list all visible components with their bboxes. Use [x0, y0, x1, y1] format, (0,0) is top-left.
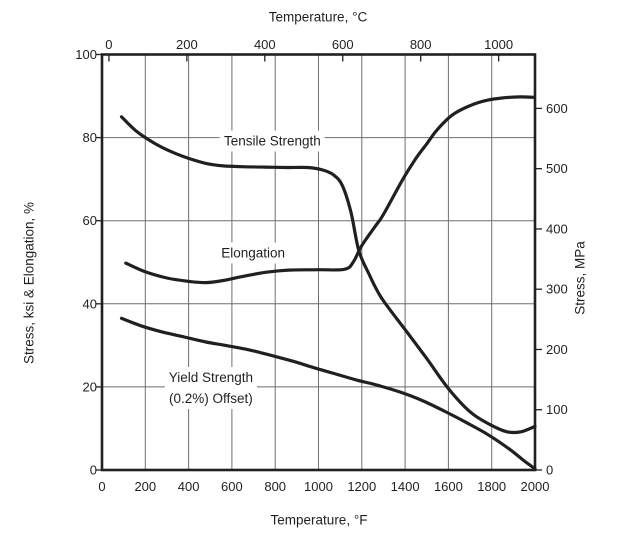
bottom-axis-tick-label: 1400 [391, 479, 420, 494]
bottom-axis-tick-label: 0 [98, 479, 105, 494]
right-axis-tick-label: 300 [546, 282, 568, 297]
left-axis-tick-label: 80 [83, 130, 97, 145]
top-axis-tick-label: 200 [176, 37, 198, 52]
right-axis-tick-label: 600 [546, 101, 568, 116]
bottom-axis-tick-label: 400 [178, 479, 200, 494]
left-axis-tick-label: 40 [83, 296, 97, 311]
left-axis-tick-label: 100 [75, 47, 97, 62]
right-axis-tick-label: 100 [546, 402, 568, 417]
tensile-strength-curve [119, 115, 537, 435]
left-axis-tick-label: 20 [83, 379, 97, 394]
top-axis-title: Temperature, °C [268, 9, 368, 25]
right-axis-title: Stress, MPa [572, 241, 588, 315]
bottom-axis-tick-label: 1000 [304, 479, 333, 494]
bottom-axis-tick-label: 600 [221, 479, 243, 494]
left-axis-tick-label: 0 [90, 463, 97, 478]
bottom-axis-tick-label: 1600 [434, 479, 463, 494]
top-axis-tick-label: 400 [254, 37, 276, 52]
left-axis-title: Stress, ksi & Elongation, % [21, 201, 37, 365]
bottom-axis-title: Temperature, °F [270, 512, 368, 528]
yield-strength-0-2-offset-curve [119, 316, 537, 471]
bottom-axis-tick-label: 1800 [477, 479, 506, 494]
top-axis-tick-label: 600 [332, 37, 354, 52]
right-axis-tick-label: 400 [546, 221, 568, 236]
top-axis-tick-label: 0 [105, 37, 112, 52]
elongation-curve [124, 95, 536, 285]
right-axis-tick-label: 0 [546, 463, 553, 478]
top-axis-tick-label: 1000 [484, 37, 513, 52]
yield-strength-label-line1: Yield Strength [168, 369, 254, 385]
yield-strength-label-line2: (0.2%) Offset) [169, 390, 253, 406]
plot-border [100, 53, 537, 472]
left-axis-tick-label: 60 [83, 213, 97, 228]
bottom-axis-tick-label: 1200 [347, 479, 376, 494]
right-axis-tick-label: 500 [546, 161, 568, 176]
bottom-axis-tick-label: 2000 [521, 479, 550, 494]
curves [119, 95, 537, 471]
right-axis-tick-label: 200 [546, 342, 568, 357]
elongation-curve-label: Elongation [217, 242, 290, 264]
tensile-strength-label-text: Tensile Strength [223, 133, 321, 148]
elongation-label-text: Elongation [221, 245, 286, 261]
top-axis-tick-label: 800 [410, 37, 432, 52]
bottom-axis-tick-label: 200 [134, 479, 156, 494]
tensile-strength-curve-label: Tensile Strength [219, 130, 325, 151]
bottom-axis-tick-label: 800 [264, 479, 286, 494]
yield-strength-curve-label: Yield Strength (0.2%) Offset) [164, 366, 258, 409]
